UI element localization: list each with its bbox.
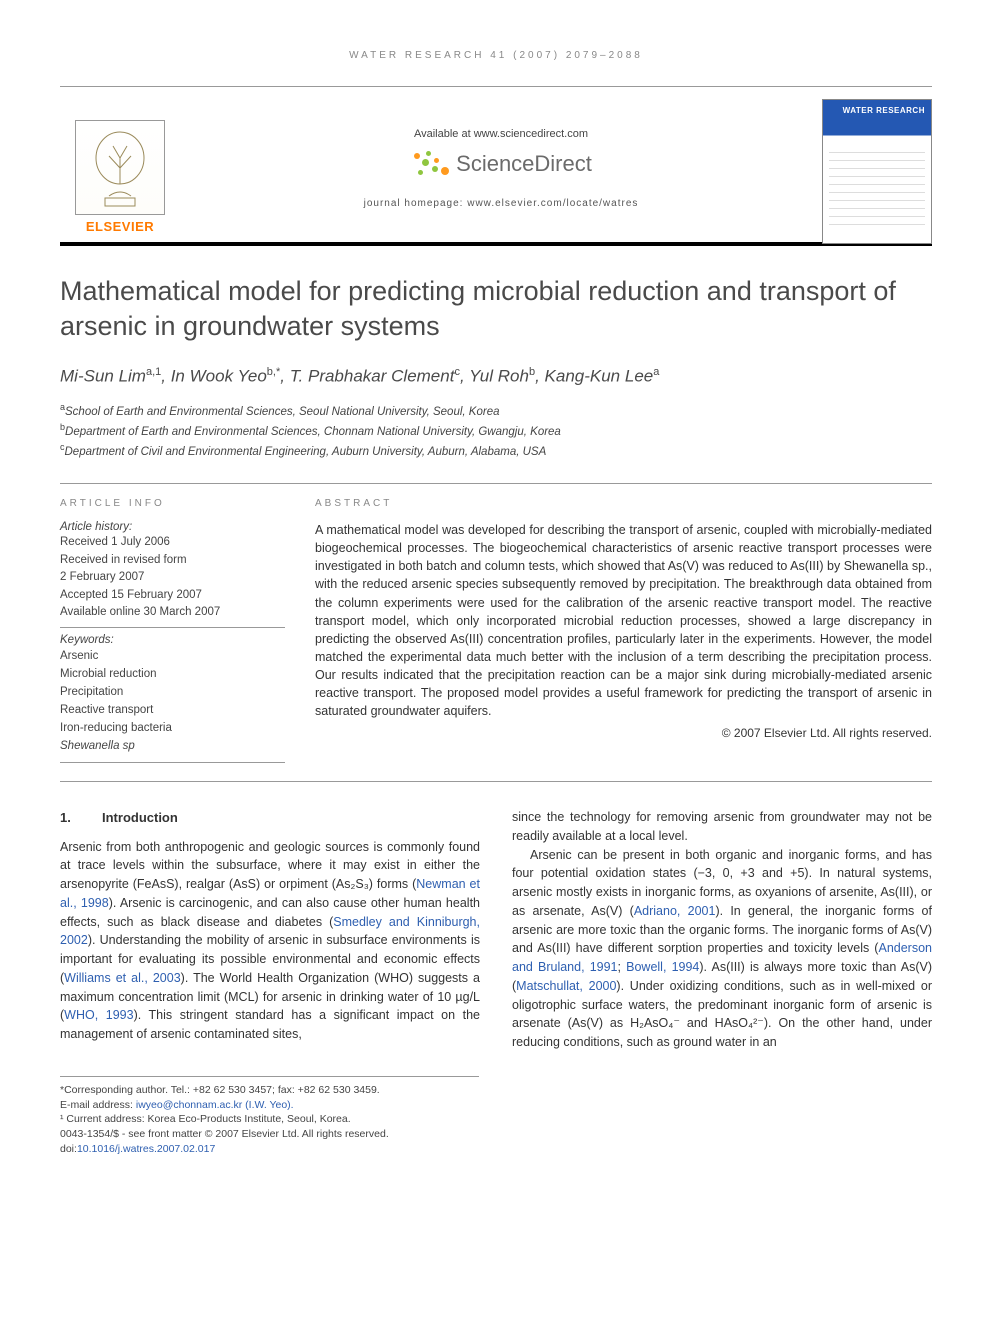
front-matter: 0043-1354/$ - see front matter © 2007 El… xyxy=(60,1127,479,1142)
doi-line: doi:10.1016/j.watres.2007.02.017 xyxy=(60,1142,479,1157)
keyword: Iron-reducing bacteria xyxy=(60,720,285,736)
email-label: E-mail address: xyxy=(60,1099,133,1111)
abstract-text: A mathematical model was developed for d… xyxy=(315,521,932,720)
elsevier-tree-icon xyxy=(75,120,165,215)
sciencedirect-logo: ScienceDirect xyxy=(410,150,592,178)
article-info-heading: ARTICLE INFO xyxy=(60,498,285,509)
doi-label: doi: xyxy=(60,1143,77,1155)
history-line: Accepted 15 February 2007 xyxy=(60,588,285,604)
affiliation-line: bDepartment of Earth and Environmental S… xyxy=(60,421,932,441)
history-line: Received in revised form xyxy=(60,553,285,569)
keyword: Arsenic xyxy=(60,648,285,664)
available-at-text: Available at www.sciencedirect.com xyxy=(414,128,588,140)
doi-link[interactable]: 10.1016/j.watres.2007.02.017 xyxy=(77,1143,215,1155)
footnote-1: ¹ Current address: Korea Eco-Products In… xyxy=(60,1112,479,1127)
keywords-label: Keywords: xyxy=(60,627,285,646)
left-column: 1.Introduction Arsenic from both anthrop… xyxy=(60,808,480,1052)
corresponding-author: *Corresponding author. Tel.: +82 62 530 … xyxy=(60,1083,479,1098)
article-info-column: ARTICLE INFO Article history: Received 1… xyxy=(60,498,285,763)
sciencedirect-text: ScienceDirect xyxy=(456,151,592,177)
abstract-heading: ABSTRACT xyxy=(315,498,932,509)
footnotes: *Corresponding author. Tel.: +82 62 530 … xyxy=(60,1076,479,1156)
email-line: E-mail address: iwyeo@chonnam.ac.kr (I.W… xyxy=(60,1098,479,1113)
history-line: Available online 30 March 2007 xyxy=(60,605,285,621)
keyword: Reactive transport xyxy=(60,702,285,718)
journal-homepage-text: journal homepage: www.elsevier.com/locat… xyxy=(364,198,639,209)
body-paragraph: since the technology for removing arseni… xyxy=(512,808,932,846)
keyword: Precipitation xyxy=(60,684,285,700)
body-paragraph: Arsenic from both anthropogenic and geol… xyxy=(60,838,480,1044)
history-label: Article history: xyxy=(60,521,285,533)
keyword: Shewanella sp xyxy=(60,738,285,754)
top-banner: ELSEVIER Available at www.sciencedirect.… xyxy=(60,86,932,246)
article-title: Mathematical model for predicting microb… xyxy=(60,274,932,344)
journal-cover-thumbnail xyxy=(822,99,932,244)
sciencedirect-dots-icon xyxy=(410,150,450,178)
elsevier-logo: ELSEVIER xyxy=(60,95,180,242)
history-line: 2 February 2007 xyxy=(60,570,285,586)
email-address[interactable]: iwyeo@chonnam.ac.kr (I.W. Yeo). xyxy=(136,1099,294,1111)
affiliation-line: aSchool of Earth and Environmental Scien… xyxy=(60,401,932,421)
history-line: Received 1 July 2006 xyxy=(60,535,285,551)
affiliation-line: cDepartment of Civil and Environmental E… xyxy=(60,441,932,461)
right-column: since the technology for removing arseni… xyxy=(512,808,932,1052)
author-list: Mi-Sun Lima,1, In Wook Yeob,*, T. Prabha… xyxy=(60,366,932,387)
affiliations: aSchool of Earth and Environmental Scien… xyxy=(60,401,932,461)
section-number: 1. xyxy=(60,808,102,828)
banner-center: Available at www.sciencedirect.com Scien… xyxy=(180,95,822,242)
elsevier-text: ELSEVIER xyxy=(86,219,154,234)
running-head: WATER RESEARCH 41 (2007) 2079–2088 xyxy=(60,50,932,61)
section-1-heading: 1.Introduction xyxy=(60,808,480,828)
body-columns: 1.Introduction Arsenic from both anthrop… xyxy=(60,808,932,1052)
section-title: Introduction xyxy=(102,810,178,825)
abstract-column: ABSTRACT A mathematical model was develo… xyxy=(315,498,932,763)
body-paragraph: Arsenic can be present in both organic a… xyxy=(512,846,932,1052)
keyword: Microbial reduction xyxy=(60,666,285,682)
abstract-copyright: © 2007 Elsevier Ltd. All rights reserved… xyxy=(315,726,932,740)
